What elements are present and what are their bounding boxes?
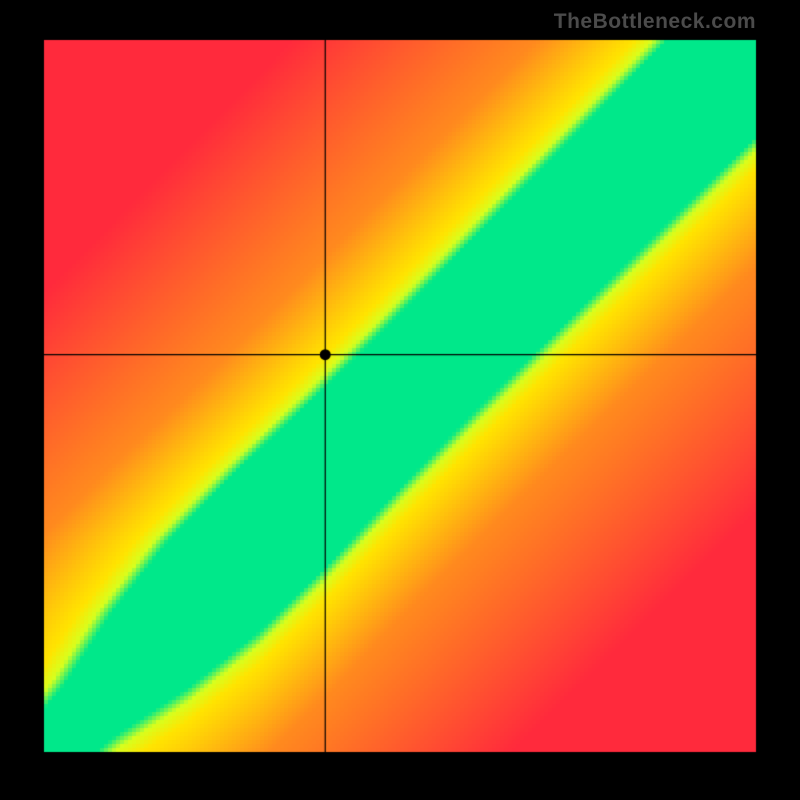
chart-container: TheBottleneck.com [0,0,800,800]
bottleneck-heatmap [0,0,800,800]
watermark-text: TheBottleneck.com [554,10,756,34]
